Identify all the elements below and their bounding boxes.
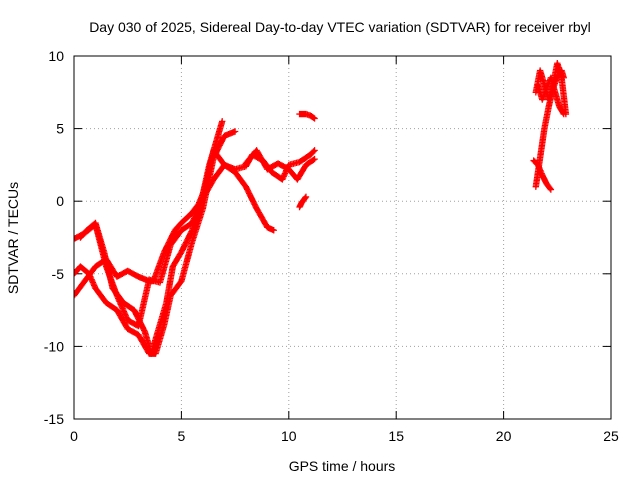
y-tick-label: -15 — [44, 411, 64, 427]
x-tick-label: 5 — [178, 428, 186, 444]
data-point-markers — [296, 110, 318, 122]
series-track-4 — [77, 147, 217, 357]
data-marks — [74, 60, 570, 357]
y-axis-label: SDTVAR / TECUs — [5, 182, 21, 294]
x-tick-label: 25 — [603, 428, 619, 444]
axis-tick-labels: 0 5 10 15 20 25 -15 -10 -5 0 5 10 — [44, 48, 619, 444]
plot-frame — [73, 55, 612, 420]
data-point-markers — [530, 157, 555, 193]
x-tick-label: 20 — [496, 428, 512, 444]
y-tick-label: -5 — [52, 266, 65, 282]
data-point-markers — [534, 74, 567, 118]
y-tick-label: 0 — [56, 193, 64, 209]
y-tick-label: 5 — [56, 121, 64, 137]
data-point-markers — [242, 147, 318, 183]
grid-lines — [74, 56, 611, 419]
series-track-7 — [296, 110, 318, 122]
y-tick-label: 10 — [48, 48, 64, 64]
series-track-8 — [296, 193, 310, 211]
data-point-markers — [77, 147, 217, 357]
x-tick-label: 15 — [388, 428, 404, 444]
series-track-11 — [530, 157, 555, 193]
y-tick-label: -10 — [44, 338, 64, 354]
data-point-markers — [296, 193, 310, 211]
series-track-6 — [242, 147, 318, 183]
x-tick-label: 0 — [70, 428, 78, 444]
series-track-12 — [534, 74, 567, 118]
chart-title: Day 030 of 2025, Sidereal Day-to-day VTE… — [89, 19, 591, 35]
x-axis-label: GPS time / hours — [289, 458, 396, 474]
x-tick-label: 10 — [281, 428, 297, 444]
